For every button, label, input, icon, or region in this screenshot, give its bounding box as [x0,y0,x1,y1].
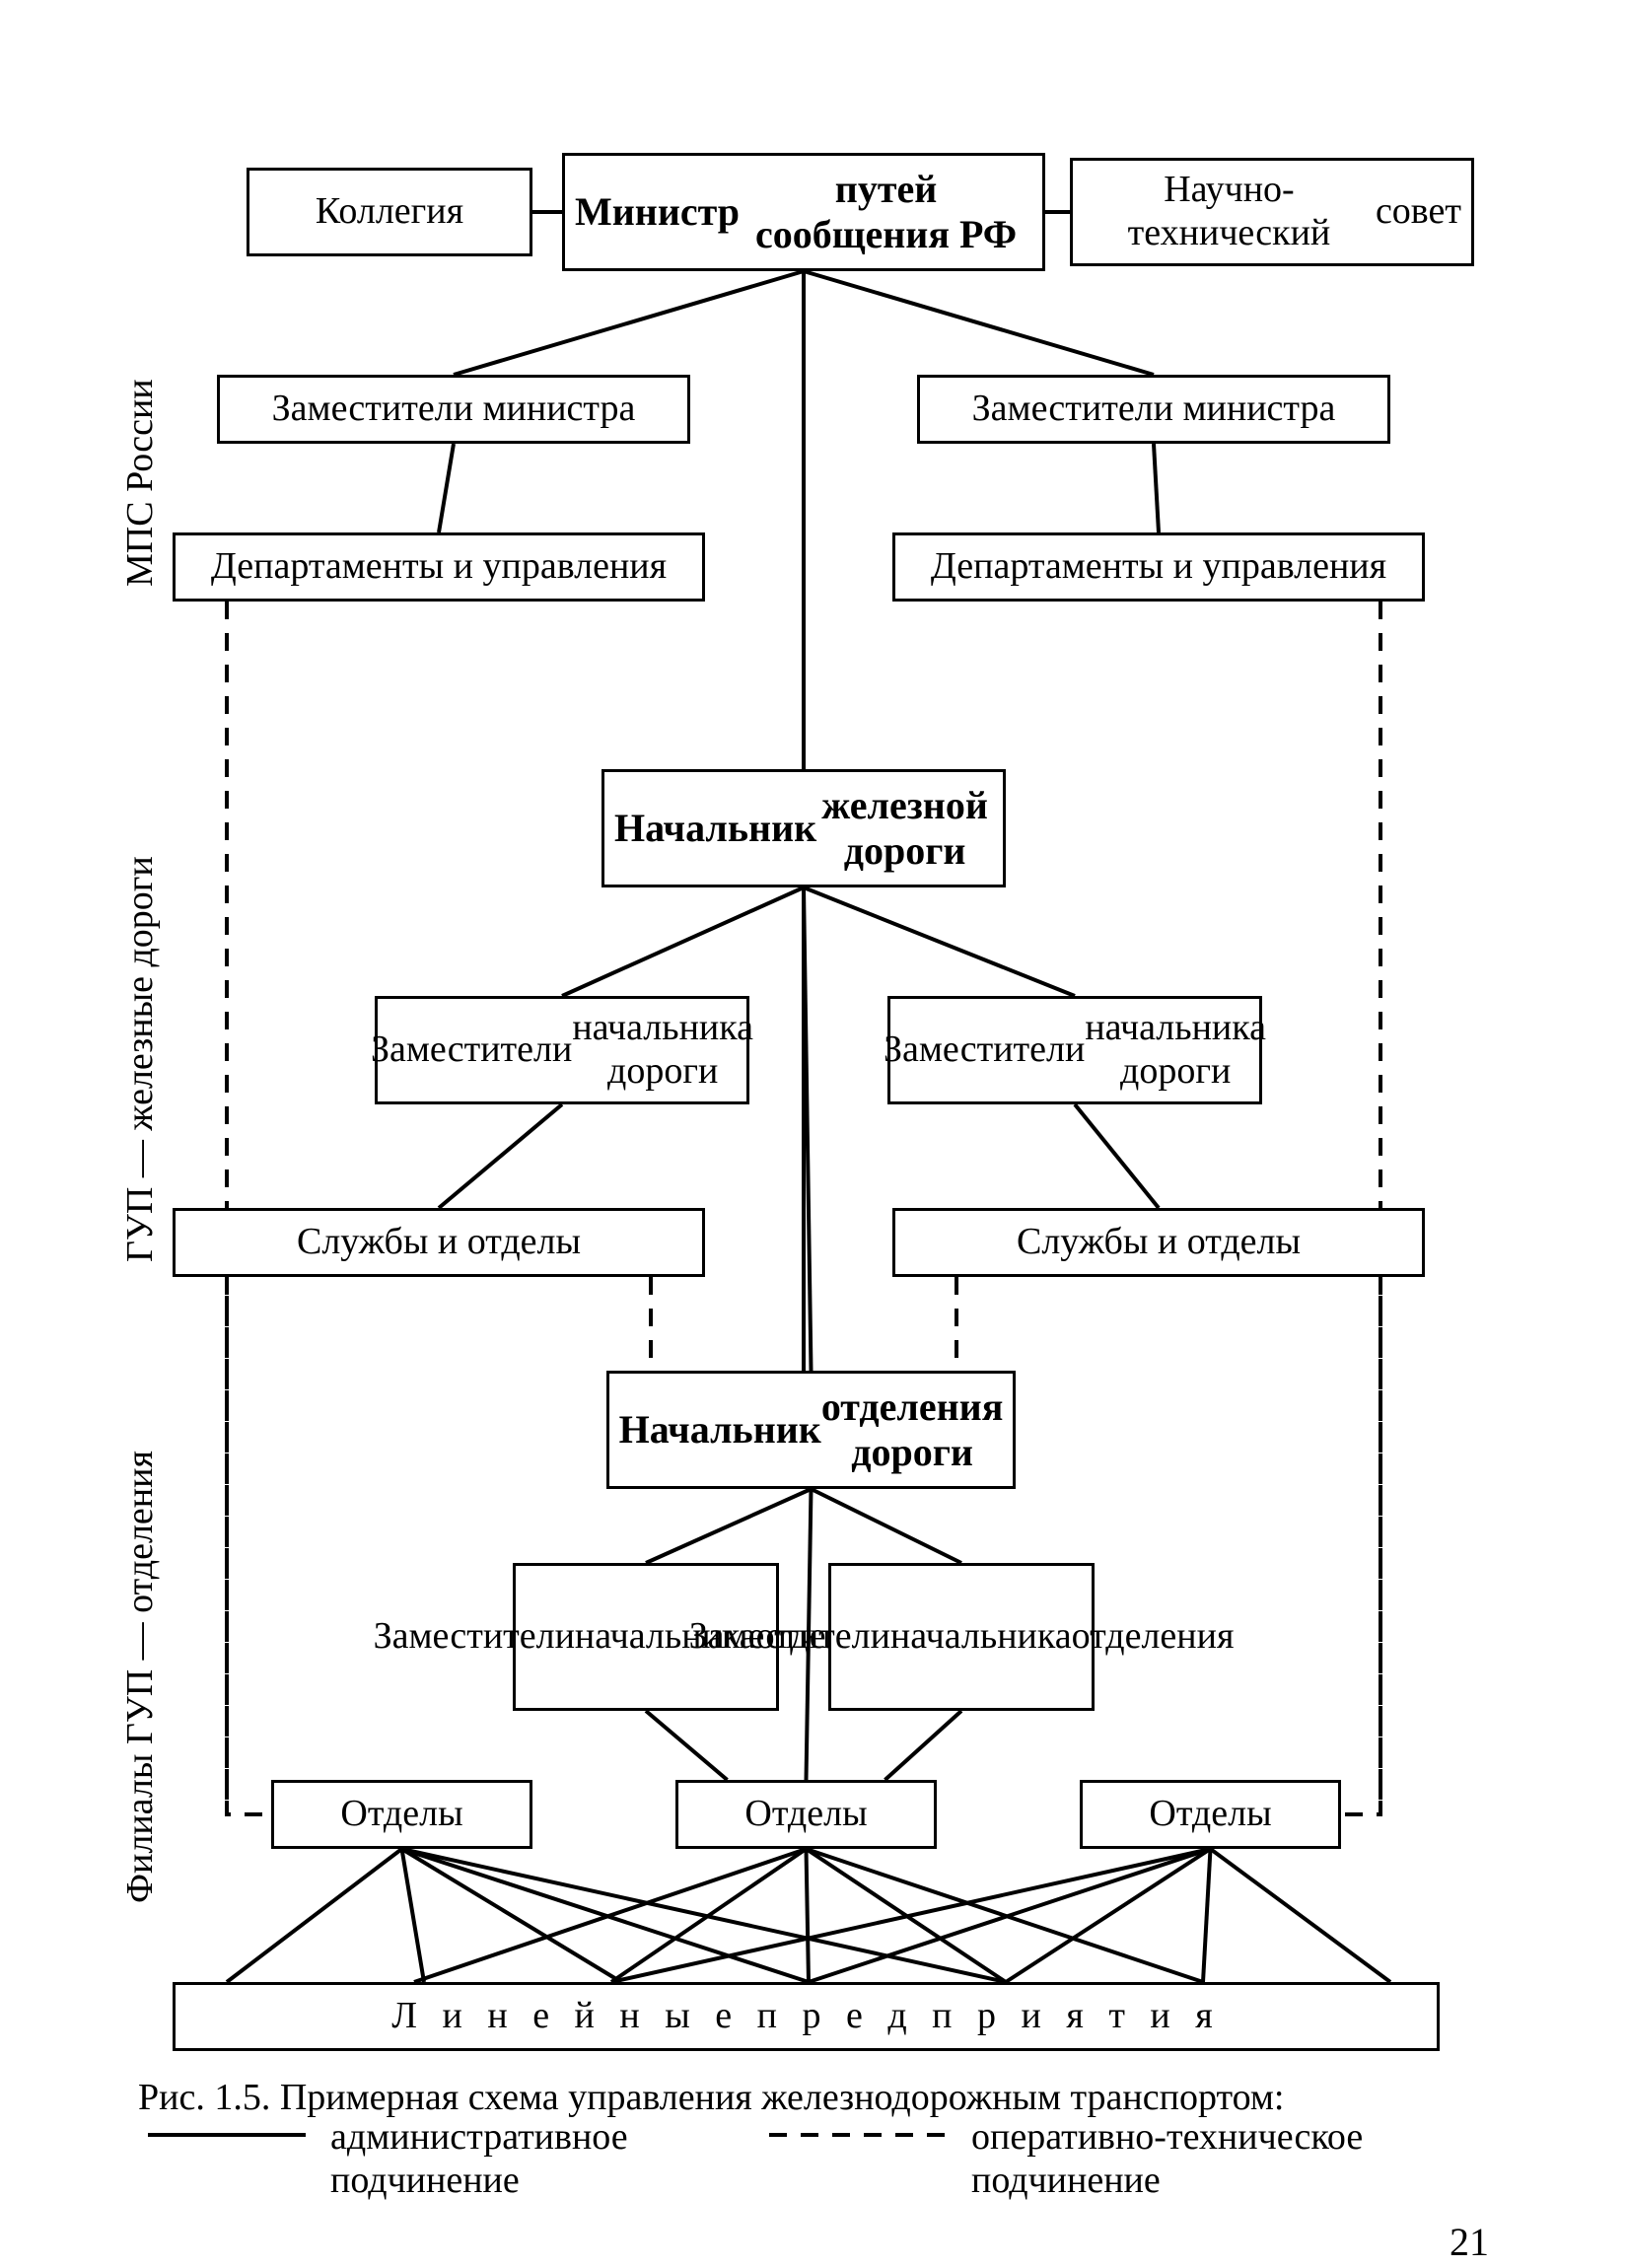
node-dep_r: Департаменты и управления [892,532,1425,602]
node-zam_min_l-text: Заместители министра [272,388,636,431]
node-serv_r: Службы и отделы [892,1208,1425,1277]
node-nach_zd-text: железной дороги [816,783,993,874]
side-label: МПС России [118,379,162,587]
page-number: 21 [1450,2219,1489,2265]
node-otdel_r: Отделы [1080,1780,1341,1849]
node-kollegia: Коллегия [247,168,532,256]
node-zam_otd_r: Заместителиначальникаотделения [828,1563,1095,1711]
node-dep_r-text: Департаменты и управления [931,545,1386,589]
node-minister-text: путей сообщения РФ [740,167,1032,257]
legend-solid: административноеподчинение [330,2115,628,2202]
node-zam_zd_l: Заместителиначальника дороги [375,996,749,1104]
node-zam_otd_r-text: отделения [1072,1615,1235,1659]
node-nach_zd-text: Начальник [614,806,816,851]
node-zam_min_r-text: Заместители министра [972,388,1336,431]
node-serv_l-text: Службы и отделы [297,1221,581,1264]
node-nach_otd-text: отделения дороги [821,1384,1004,1475]
side-label: Филиалы ГУП — отделения [118,1451,162,1903]
node-otdel_l: Отделы [271,1780,532,1849]
node-minister-text: Министр [575,189,740,235]
node-linear: Л и н е й н ы е п р е д п р и я т и я [173,1982,1440,2051]
node-otdel_r-text: Отделы [1149,1793,1271,1836]
side-label: ГУП — железные дороги [118,856,162,1262]
node-zam_min_l: Заместители министра [217,375,690,444]
node-otdel_c: Отделы [675,1780,937,1849]
node-zam_otd_r-text: начальника [890,1615,1072,1659]
node-kollegia-text: Коллегия [316,190,463,234]
node-serv_l: Службы и отделы [173,1208,705,1277]
node-nach_zd: Начальникжелезной дороги [601,769,1006,887]
node-dep_l: Департаменты и управления [173,532,705,602]
node-nts-text: Научно-технический [1083,169,1376,254]
legend-dashed: оперативно-техническоеподчинение [971,2115,1363,2202]
node-zam_zd_r-text: Заместители [884,1028,1085,1072]
node-serv_r-text: Службы и отделы [1017,1221,1301,1264]
node-zam_zd_r: Заместителиначальника дороги [887,996,1262,1104]
node-zam_otd_r-text: Заместители [689,1615,890,1659]
node-nach_otd: Начальникотделения дороги [606,1371,1016,1489]
node-otdel_l-text: Отделы [340,1793,462,1836]
node-linear-text: Л и н е й н ы е п р е д п р и я т и я [391,1995,1221,2038]
node-nts: Научно-техническийсовет [1070,158,1474,266]
node-zam_zd_r-text: начальника дороги [1085,1007,1266,1093]
node-zam_zd_l-text: Заместители [371,1028,572,1072]
node-minister: Министрпутей сообщения РФ [562,153,1045,271]
figure-caption: Рис. 1.5. Примерная схема управления жел… [138,2076,1284,2119]
node-nach_otd-text: Начальник [619,1407,821,1453]
node-dep_l-text: Департаменты и управления [211,545,667,589]
node-zam_zd_l-text: начальника дороги [572,1007,753,1093]
node-zam_otd_l-text: Заместители [374,1615,575,1659]
node-zam_min_r: Заместители министра [917,375,1390,444]
node-nts-text: совет [1376,190,1461,234]
node-otdel_c-text: Отделы [744,1793,867,1836]
